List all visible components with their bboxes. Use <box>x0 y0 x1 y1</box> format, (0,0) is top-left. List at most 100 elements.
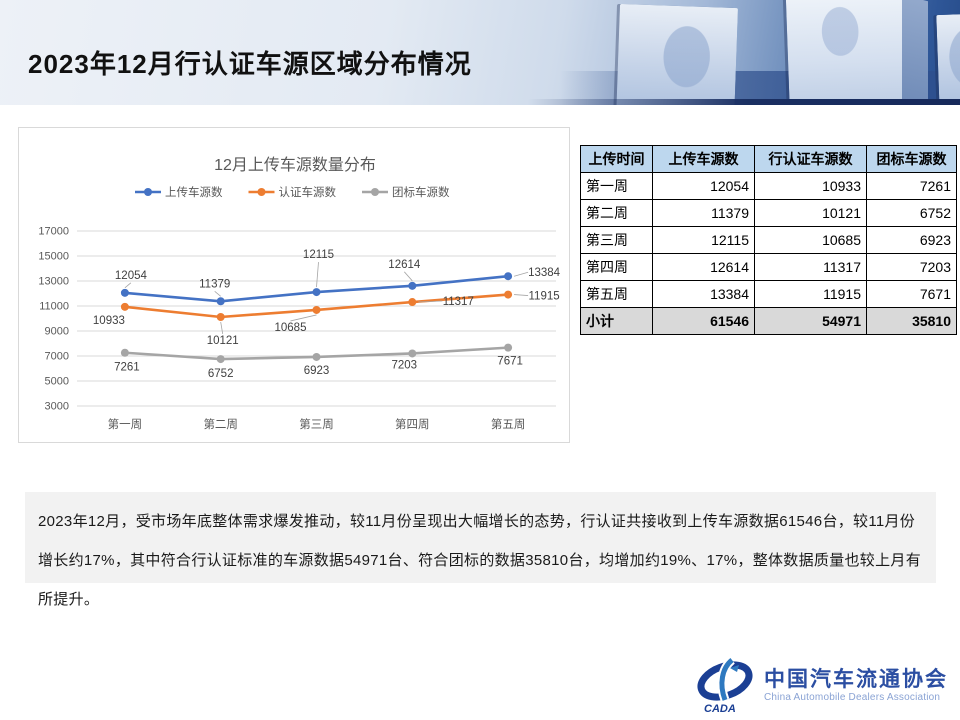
label-leader-line <box>124 282 132 289</box>
data-point-marker <box>312 288 321 297</box>
legend-marker <box>144 188 152 196</box>
data-point-marker <box>216 297 225 306</box>
y-axis-tick-label: 13000 <box>38 276 69 288</box>
row-label-cell: 第三周 <box>580 226 653 254</box>
cube-decoration <box>902 0 928 105</box>
row-label-cell: 第二周 <box>580 199 653 227</box>
row-value-cell: 54971 <box>754 307 867 335</box>
data-label: 11317 <box>443 296 474 308</box>
data-point-marker <box>120 288 129 297</box>
data-label: 12614 <box>388 259 421 271</box>
data-label: 7671 <box>497 356 523 368</box>
data-label: 10933 <box>93 315 125 327</box>
data-point-marker <box>216 312 225 321</box>
row-value-cell: 11317 <box>754 253 867 281</box>
table-row: 第一周 12054 10933 7261 <box>580 172 957 200</box>
data-label: 7203 <box>392 359 418 371</box>
legend-label: 上传车源数 <box>165 185 223 199</box>
row-value-cell: 10685 <box>754 226 867 254</box>
cada-logo-icon: CADA <box>697 656 753 714</box>
x-axis-tick-label: 第二周 <box>203 417 238 431</box>
table-header-cell: 上传车源数 <box>652 145 755 173</box>
row-label-cell: 小计 <box>580 307 653 335</box>
x-axis-tick-label: 第一周 <box>108 417 143 431</box>
cada-logo: CADA 中国汽车流通协会 China Automobile Dealers A… <box>694 656 948 714</box>
x-axis-tick-label: 第四周 <box>395 417 430 431</box>
data-point-marker <box>312 305 321 314</box>
data-label: 6923 <box>304 365 330 377</box>
row-value-cell: 7261 <box>866 172 957 200</box>
data-label: 13384 <box>528 267 561 279</box>
legend-label: 团标车源数 <box>392 185 450 199</box>
label-leader-line <box>214 290 221 297</box>
table-header-cell: 团标车源数 <box>866 145 957 173</box>
data-label: 11915 <box>529 291 560 303</box>
logo-en-text: China Automobile Dealers Association <box>764 691 941 703</box>
summary-text-box: 2023年12月，受市场年底整体需求爆发推动，较11月份呈现出大幅增长的态势，行… <box>25 492 936 608</box>
row-value-cell: 35810 <box>866 307 957 335</box>
y-axis-tick-label: 7000 <box>45 351 69 363</box>
data-label: 11379 <box>199 278 230 290</box>
row-value-cell: 12614 <box>652 253 755 281</box>
row-value-cell: 12115 <box>652 226 755 254</box>
y-axis-tick-label: 11000 <box>39 301 69 313</box>
row-label-cell: 第一周 <box>580 172 653 200</box>
row-value-cell: 6923 <box>866 226 957 254</box>
cube-decoration <box>616 3 738 105</box>
summary-text: 2023年12月，受市场年底整体需求爆发推动，较11月份呈现出大幅增长的态势，行… <box>38 513 921 608</box>
logo-cn-text: 中国汽车流通协会 <box>764 667 948 691</box>
row-value-cell: 10933 <box>754 172 867 200</box>
label-leader-line <box>513 271 529 277</box>
y-axis-tick-label: 17000 <box>38 226 69 238</box>
legend-marker <box>257 188 266 196</box>
row-value-cell: 11379 <box>652 199 755 227</box>
data-label: 12054 <box>115 270 148 282</box>
data-point-marker <box>408 281 417 290</box>
table-header-row: 上传时间 上传车源数 行认证车源数 团标车源数 <box>580 145 957 173</box>
cube-decoration <box>936 12 960 105</box>
row-value-cell: 13384 <box>652 280 755 308</box>
x-axis-tick-label: 第三周 <box>299 417 334 431</box>
legend-marker <box>371 188 379 196</box>
cube-decoration <box>785 0 909 105</box>
table-row: 第三周 12115 10685 6923 <box>580 226 957 254</box>
data-label: 10121 <box>207 335 239 347</box>
data-point-marker <box>312 352 321 361</box>
table-row: 第二周 11379 10121 6752 <box>580 199 957 227</box>
data-label: 6752 <box>208 368 234 380</box>
weekly-upload-chart: 12月上传车源数量分布上传车源数 认证车源数 团标车源数 17000 15000 1300… <box>18 127 570 443</box>
row-value-cell: 6752 <box>866 199 957 227</box>
label-leader-line <box>404 271 413 282</box>
row-value-cell: 61546 <box>652 307 755 335</box>
data-label: 12115 <box>303 249 334 261</box>
row-value-cell: 12054 <box>652 172 755 200</box>
row-value-cell: 11915 <box>754 280 867 308</box>
legend-label: 认证车源数 <box>279 185 337 199</box>
data-point-marker <box>504 343 513 352</box>
data-label: 7261 <box>114 362 140 374</box>
table-header-cell: 行认证车源数 <box>754 145 867 173</box>
data-label: 10685 <box>275 322 307 334</box>
table-row: 第四周 12614 11317 7203 <box>580 253 957 281</box>
label-leader-line <box>514 294 529 296</box>
cada-logo-text: 中国汽车流通协会 China Automobile Dealers Associ… <box>764 668 948 703</box>
data-point-marker <box>120 302 129 311</box>
y-axis-tick-label: 15000 <box>38 251 69 263</box>
data-point-marker <box>408 298 417 307</box>
label-leader-line <box>290 314 317 322</box>
row-label-cell: 第四周 <box>580 253 653 281</box>
weekly-data-table: 上传时间 上传车源数 行认证车源数 团标车源数 第一周 12054 10933 7261 第二… <box>580 145 957 335</box>
row-label-cell: 第五周 <box>580 280 653 308</box>
page-title: 2023年12月行认证车源区域分布情况 <box>28 49 472 79</box>
label-leader-line <box>220 321 224 335</box>
row-value-cell: 10121 <box>754 199 867 227</box>
data-point-marker <box>504 272 513 281</box>
y-axis-tick-label: 3000 <box>45 401 69 413</box>
row-value-cell: 7203 <box>866 253 957 281</box>
chart-title: 12月上传车源数量分布 <box>214 156 376 174</box>
label-leader-line <box>316 262 319 288</box>
data-point-marker <box>504 290 513 299</box>
header-band: 2023年12月行认证车源区域分布情况 <box>0 0 960 105</box>
